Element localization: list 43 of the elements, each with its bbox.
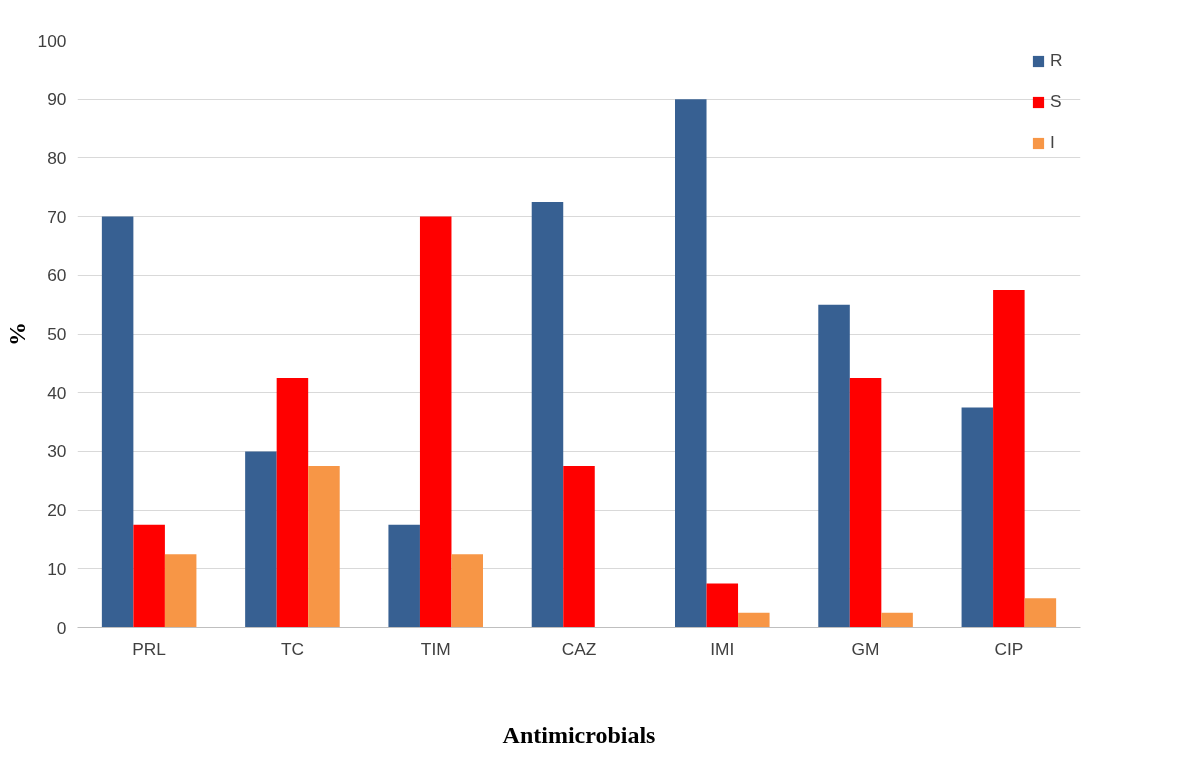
bar [245,451,277,628]
x-tick-label: TC [280,638,304,659]
bar [993,289,1025,628]
x-tick-label: PRL [132,638,167,659]
bar [164,554,197,628]
legend-label: S [1050,91,1063,112]
bar [675,99,707,628]
bar [419,216,452,628]
y-tick-label: 60 [47,265,67,286]
bar [818,304,850,628]
x-tick-label: IMI [710,638,735,659]
legend-label: R [1050,50,1064,71]
x-tick-label: GM [851,638,880,659]
y-tick-label: 10 [47,558,67,579]
bar [276,378,309,628]
y-tick-label: 90 [47,89,67,110]
legend-label: I [1050,132,1056,153]
bar [133,524,165,628]
bar [388,524,420,628]
bar [563,466,595,628]
bar [308,466,340,628]
y-tick-label: 0 [56,617,67,638]
y-tick-label: 40 [47,382,67,403]
bar [849,378,882,628]
y-tick-label: 50 [47,324,67,344]
x-tick-label: CIP [994,638,1024,659]
y-tick-label: 80 [47,147,67,168]
x-tick-label: TIM [420,638,451,659]
y-tick-label: 30 [47,441,67,462]
bar [881,612,913,628]
y-tick-label: 100 [37,30,67,51]
x-axis-title: Antimicrobials [502,721,656,748]
bar [706,583,739,628]
y-tick-label: 70 [47,206,67,227]
y-tick-label: 20 [47,500,67,521]
bar [101,216,134,628]
bar [738,612,770,628]
x-tick-label: CAZ [561,638,597,659]
bar [531,201,564,628]
bar [1024,598,1057,628]
bar [451,554,483,628]
bar [961,407,994,628]
y-axis-title: % [3,322,30,346]
